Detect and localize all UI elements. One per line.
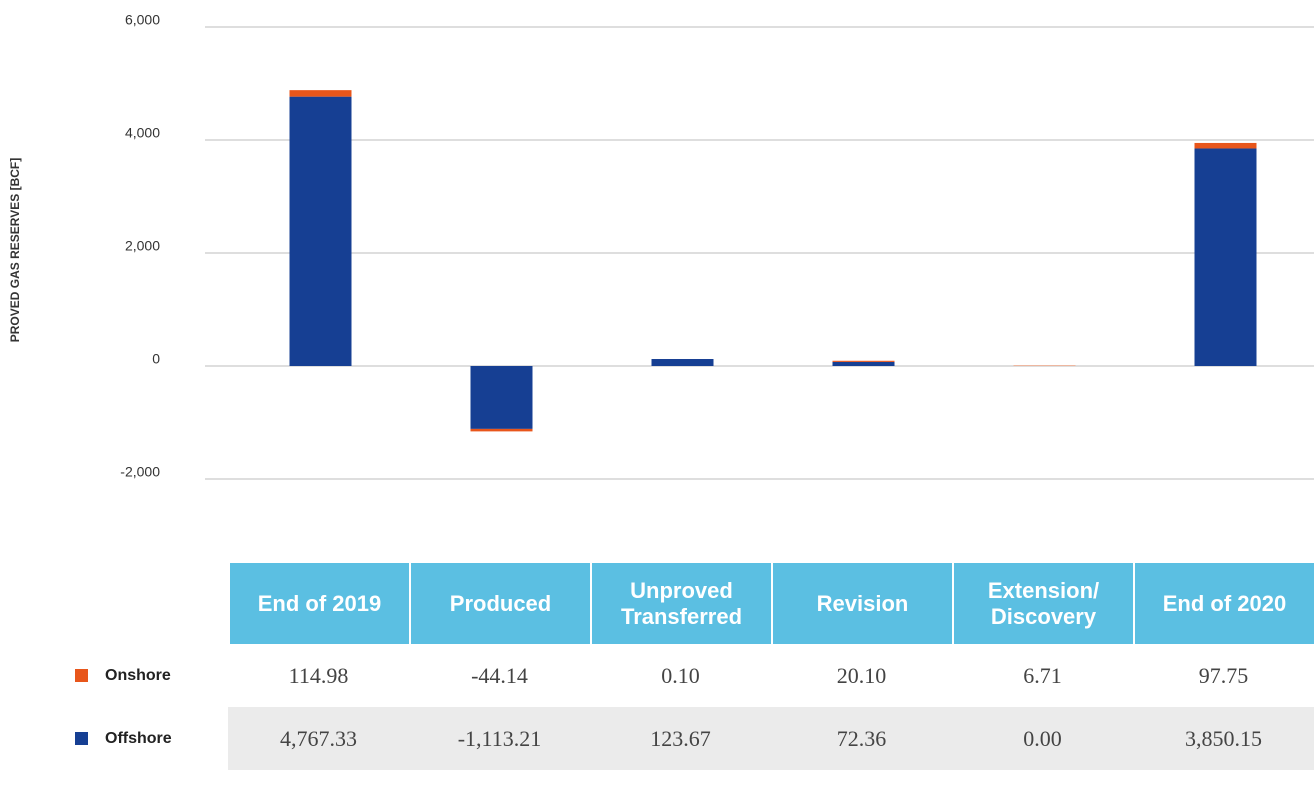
- y-tick-label: 2,000: [125, 238, 160, 254]
- bar-segment: [651, 359, 714, 366]
- value-cell: 0.10: [661, 662, 700, 688]
- value-cell: 123.67: [590, 707, 771, 770]
- bar-segment: [470, 366, 533, 429]
- bar-segment: [832, 361, 895, 366]
- value-cell: 6.71: [1023, 662, 1062, 688]
- row-label: Offshore: [0, 707, 228, 770]
- data-row: Onshore 114.98 -44.14 0.10 20.10 6.71 97.75: [0, 644, 1314, 707]
- column-header: Produced: [409, 563, 590, 644]
- value-cell: 20.10: [836, 662, 887, 688]
- bar-segment: [289, 90, 352, 97]
- row-label: Onshore: [0, 644, 228, 707]
- y-axis-label: PROVED GAS RESERVES [BCF]: [8, 158, 22, 342]
- legend-swatch: [75, 732, 88, 745]
- data-table: End of 2019 Produced Unproved Transferred R…: [0, 563, 1314, 770]
- value-cell: -44.14: [471, 662, 528, 688]
- header-row: End of 2019 Produced Unproved Transferred R…: [0, 563, 1314, 644]
- value-cell: -1,113.21: [409, 707, 590, 770]
- bar-segment: [1194, 142, 1257, 149]
- column-header: End of 2020: [1133, 563, 1314, 644]
- bar-segment: [289, 96, 352, 367]
- value-cell: 97.75: [1198, 662, 1249, 688]
- y-tick-label: 6,000: [125, 12, 160, 28]
- y-tick-label: 0: [152, 351, 160, 367]
- legend-label: Onshore: [105, 666, 171, 684]
- bar-segment: [470, 428, 533, 432]
- column-header: Unproved Transferred: [590, 563, 771, 644]
- y-tick-label: -2,000: [120, 464, 160, 480]
- bar-segment: [1194, 148, 1257, 366]
- legend-label: Offshore: [105, 729, 172, 747]
- chart: PROVED GAS RESERVES [BCF] -2,000 0 2,000 4,…: [8, 12, 1314, 480]
- data-row: Offshore 4,767.33 -1,113.21 123.67 72.36 0.00…: [0, 707, 1314, 770]
- value-cell: 4,767.33: [228, 707, 409, 770]
- column-header: Extension/ Discovery: [952, 563, 1133, 644]
- value-cell: 0.00: [952, 707, 1133, 770]
- corner: [0, 563, 228, 644]
- y-tick-label: 4,000: [125, 125, 160, 141]
- legend-swatch: [75, 669, 88, 682]
- bar-segment: [832, 360, 895, 362]
- column-header: Revision: [771, 563, 952, 644]
- value-cell: 114.98: [288, 662, 349, 688]
- column-header: End of 2019: [228, 563, 409, 644]
- value-cell: 72.36: [771, 707, 952, 770]
- value-cell: 3,850.15: [1133, 707, 1314, 770]
